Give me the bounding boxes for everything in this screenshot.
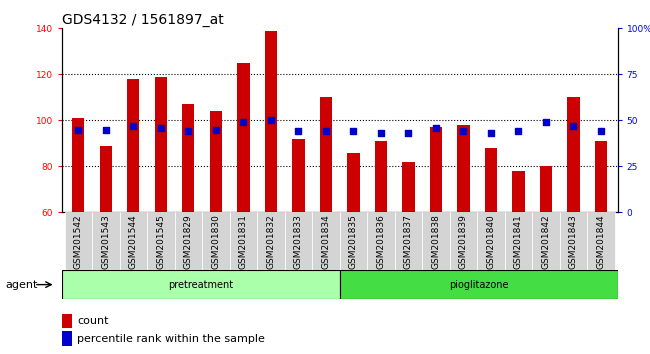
Bar <box>532 212 560 271</box>
Bar <box>312 212 339 271</box>
Bar <box>395 212 422 271</box>
Bar <box>320 97 332 212</box>
Bar <box>64 212 92 271</box>
Bar <box>485 148 497 212</box>
Bar <box>422 212 450 271</box>
Text: count: count <box>77 316 109 326</box>
Text: GSM201832: GSM201832 <box>266 214 276 269</box>
Point <box>183 129 194 134</box>
Text: GSM201833: GSM201833 <box>294 214 303 269</box>
Bar <box>540 166 552 212</box>
Text: percentile rank within the sample: percentile rank within the sample <box>77 333 265 344</box>
Text: GSM201543: GSM201543 <box>101 214 111 269</box>
Text: GSM201836: GSM201836 <box>376 214 385 269</box>
Bar <box>457 125 469 212</box>
Bar <box>265 31 277 212</box>
Point <box>211 127 221 132</box>
Text: pioglitazone: pioglitazone <box>448 280 508 290</box>
Text: GSM201843: GSM201843 <box>569 214 578 269</box>
Bar <box>62 270 339 299</box>
Bar <box>99 146 112 212</box>
Bar <box>347 153 359 212</box>
Bar <box>560 212 587 271</box>
Bar <box>367 212 395 271</box>
Bar <box>127 79 140 212</box>
Point <box>73 127 83 132</box>
Bar <box>587 212 615 271</box>
Text: GSM201844: GSM201844 <box>597 214 606 269</box>
Text: GSM201834: GSM201834 <box>321 214 330 269</box>
Text: GSM201542: GSM201542 <box>73 214 83 269</box>
Point <box>348 129 359 134</box>
Point <box>596 129 606 134</box>
Bar <box>210 111 222 212</box>
Bar <box>147 212 175 271</box>
Bar <box>504 212 532 271</box>
Point <box>568 123 578 129</box>
Point <box>101 127 111 132</box>
Text: GSM201835: GSM201835 <box>349 214 358 269</box>
Bar <box>62 314 72 329</box>
Bar <box>237 63 250 212</box>
Bar <box>175 212 202 271</box>
Bar <box>292 139 305 212</box>
Bar <box>285 212 312 271</box>
Bar <box>450 212 477 271</box>
Text: GSM201842: GSM201842 <box>541 214 551 269</box>
Text: agent: agent <box>5 280 37 290</box>
Text: GSM201831: GSM201831 <box>239 214 248 269</box>
Bar <box>257 212 285 271</box>
Text: pretreatment: pretreatment <box>168 280 233 290</box>
Bar <box>567 97 580 212</box>
Point <box>320 129 331 134</box>
Bar <box>512 171 525 212</box>
Point <box>514 129 524 134</box>
Bar <box>229 212 257 271</box>
Text: GSM201837: GSM201837 <box>404 214 413 269</box>
Point <box>403 130 413 136</box>
Point <box>431 125 441 131</box>
Point <box>155 125 166 131</box>
Text: GSM201829: GSM201829 <box>184 214 193 269</box>
Text: GSM201841: GSM201841 <box>514 214 523 269</box>
Text: GSM201840: GSM201840 <box>486 214 495 269</box>
Bar <box>402 162 415 212</box>
Point <box>376 130 386 136</box>
Bar <box>202 212 229 271</box>
Bar <box>182 104 194 212</box>
Point <box>458 129 469 134</box>
Bar <box>374 141 387 212</box>
Text: GDS4132 / 1561897_at: GDS4132 / 1561897_at <box>62 13 224 27</box>
Text: GSM201830: GSM201830 <box>211 214 220 269</box>
Point <box>128 123 138 129</box>
Point <box>238 119 248 125</box>
Bar <box>339 270 618 299</box>
Bar <box>339 212 367 271</box>
Point <box>266 118 276 123</box>
Text: GSM201839: GSM201839 <box>459 214 468 269</box>
Bar <box>477 212 504 271</box>
Text: GSM201838: GSM201838 <box>432 214 441 269</box>
Bar <box>430 127 442 212</box>
Point <box>293 129 304 134</box>
Point <box>541 119 551 125</box>
Bar <box>72 118 84 212</box>
Text: GSM201544: GSM201544 <box>129 214 138 269</box>
Bar <box>155 77 167 212</box>
Bar <box>62 331 72 346</box>
Point <box>486 130 496 136</box>
Text: GSM201545: GSM201545 <box>156 214 165 269</box>
Bar <box>595 141 607 212</box>
Bar <box>92 212 120 271</box>
Bar <box>120 212 147 271</box>
